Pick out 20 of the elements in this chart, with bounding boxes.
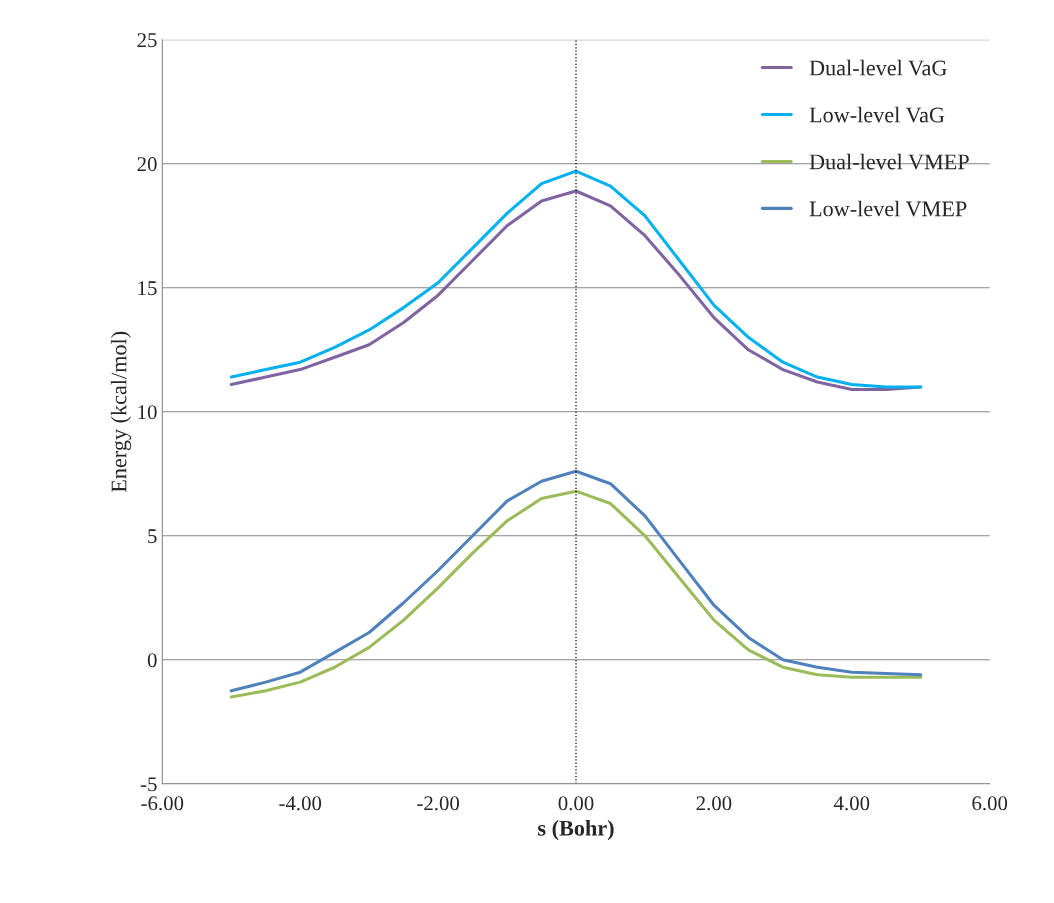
x-tick-label: 2.00 (696, 796, 732, 811)
legend-label: Low-level VaG (809, 106, 945, 123)
y-tick-label: 5 (148, 529, 157, 544)
x-tick-label: 6.00 (972, 796, 1008, 811)
y-tick-label: 0 (147, 653, 157, 668)
legend-label: Low-level VMEP (809, 200, 967, 217)
y-axis-title: Energy (kcal/mol) (110, 331, 132, 493)
x-tick-label: -4.00 (279, 796, 322, 811)
y-tick-label: -5 (140, 777, 157, 792)
legend-label: Dual-level VMEP (809, 153, 969, 170)
y-tick-label: 15 (138, 281, 157, 296)
y-tick-label: 20 (137, 157, 157, 172)
x-axis-title: s (Bohr) (538, 820, 614, 841)
x-tick-label: -6.00 (141, 796, 184, 811)
x-tick-label: 0.00 (558, 796, 594, 811)
y-tick-label: 25 (137, 33, 157, 48)
x-tick-label: 4.00 (833, 796, 870, 811)
x-tick-label: -2.00 (417, 796, 460, 811)
legend-label: Dual-level VaG (809, 59, 947, 76)
y-tick-label: 10 (138, 405, 157, 420)
